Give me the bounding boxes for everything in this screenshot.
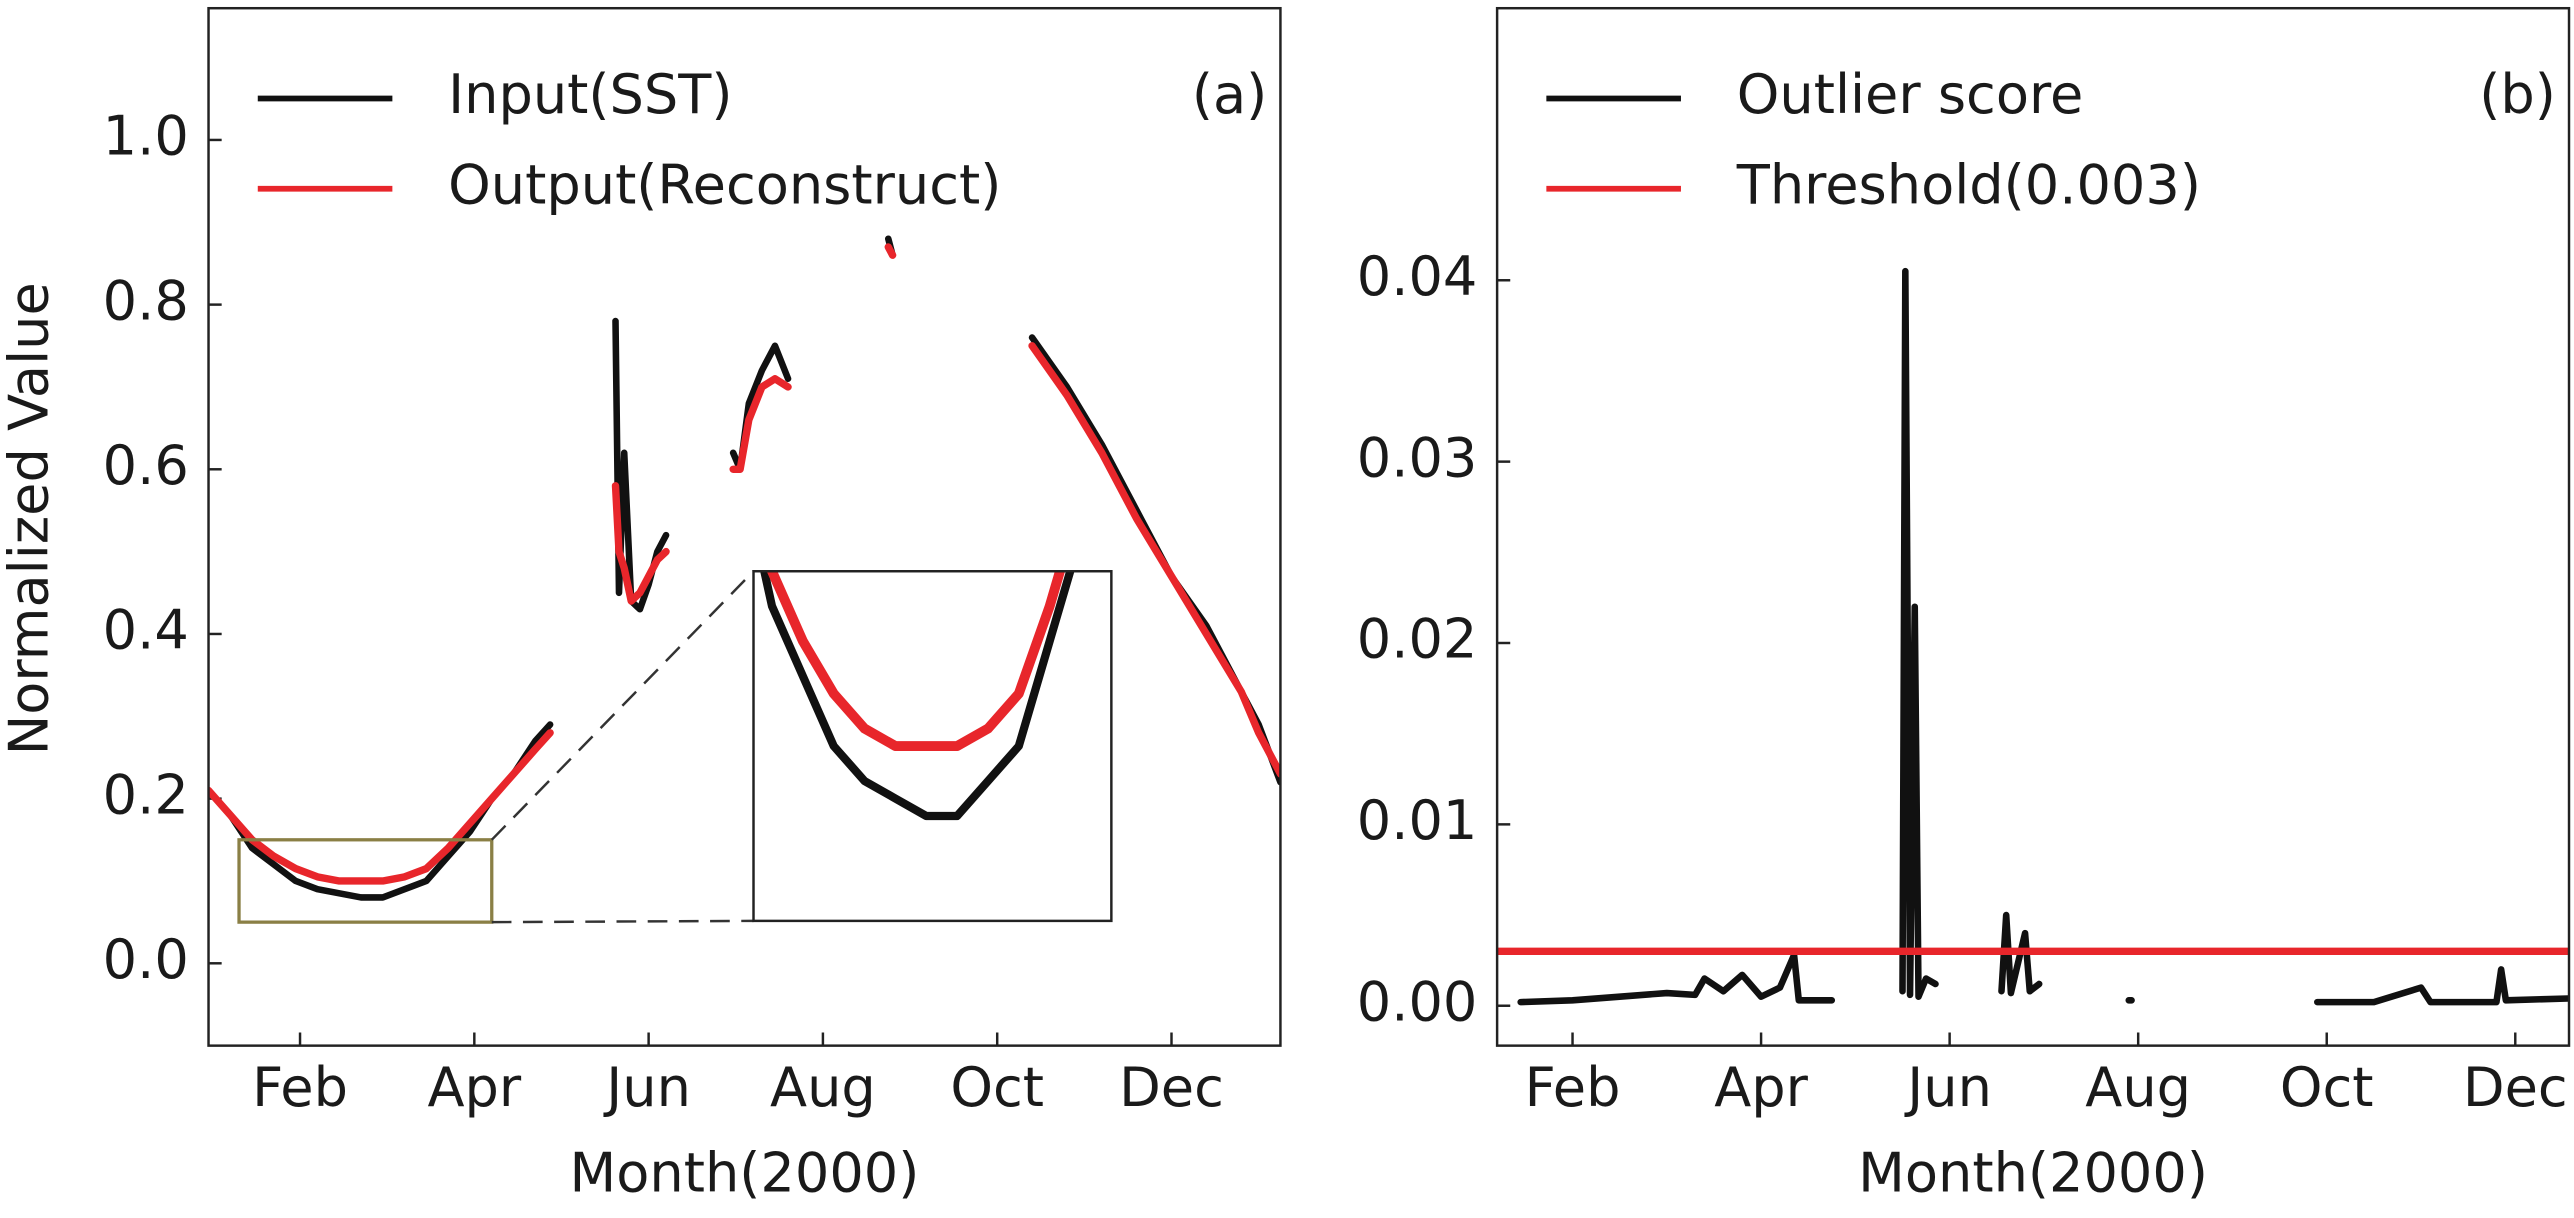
y-tick-label: 0.01	[1357, 789, 1478, 852]
x-tick-label: Oct	[2280, 1056, 2374, 1119]
panel-label: (a)	[1192, 63, 1267, 126]
x-tick-label: Apr	[427, 1056, 521, 1119]
x-tick-label: Feb	[252, 1056, 348, 1119]
data-line	[208, 235, 1281, 901]
x-tick-label: Dec	[1119, 1056, 1224, 1119]
x-axis-label: Month(2000)	[1858, 1142, 2208, 1205]
x-tick-label: Apr	[1714, 1056, 1808, 1119]
x-axis-label: Month(2000)	[570, 1142, 920, 1205]
legend-label: Output(Reconstruct)	[448, 153, 1001, 216]
x-tick-label: Aug	[2085, 1056, 2191, 1119]
data-line	[208, 243, 1281, 885]
y-tick-label: 0.02	[1357, 608, 1478, 671]
x-tick-label: Oct	[950, 1056, 1044, 1119]
x-tick-label: Jun	[1904, 1056, 1992, 1119]
y-tick-label: 0.2	[103, 763, 189, 826]
plot-frame	[1495, 6, 2571, 1047]
y-tick-label: 0.4	[103, 599, 189, 662]
inset-frame	[752, 570, 1113, 923]
panel-label: (b)	[2479, 63, 2556, 126]
y-tick-label: 0.03	[1357, 426, 1478, 489]
legend-label: Outlier score	[1737, 63, 2084, 126]
y-tick-label: 0.00	[1357, 970, 1478, 1033]
y-axis-label: Normalized Value	[0, 282, 61, 755]
zoom-connector	[491, 919, 754, 924]
x-tick-label: Jun	[603, 1056, 691, 1119]
y-tick-label: 0.6	[103, 434, 189, 497]
zoom-connector	[490, 570, 755, 841]
x-tick-label: Aug	[770, 1056, 876, 1119]
legend-label: Input(SST)	[448, 63, 732, 126]
legend-label: Threshold(0.003)	[1736, 153, 2201, 216]
x-tick-label: Dec	[2463, 1056, 2568, 1119]
data-line	[1517, 267, 2570, 1006]
panel: 0.0 0.2 0.4 0.6 0.8 1.0 Feb Apr Jun Aug Oct Dec Inpu…	[0, 6, 1282, 1205]
data-line	[760, 571, 1075, 821]
panel: 0.00 0.01 0.02 0.03 0.04 Feb Apr Jun Aug Oct Dec Ou…	[1357, 6, 2571, 1205]
y-tick-label: 1.0	[103, 105, 189, 168]
y-tick-label: 0.04	[1357, 245, 1478, 308]
zoom-box	[237, 838, 494, 924]
y-tick-label: 0.8	[103, 269, 189, 332]
x-tick-label: Feb	[1525, 1056, 1621, 1119]
data-line	[766, 571, 1066, 751]
plot-frame	[207, 6, 1282, 1047]
y-tick-label: 0.0	[103, 928, 189, 991]
